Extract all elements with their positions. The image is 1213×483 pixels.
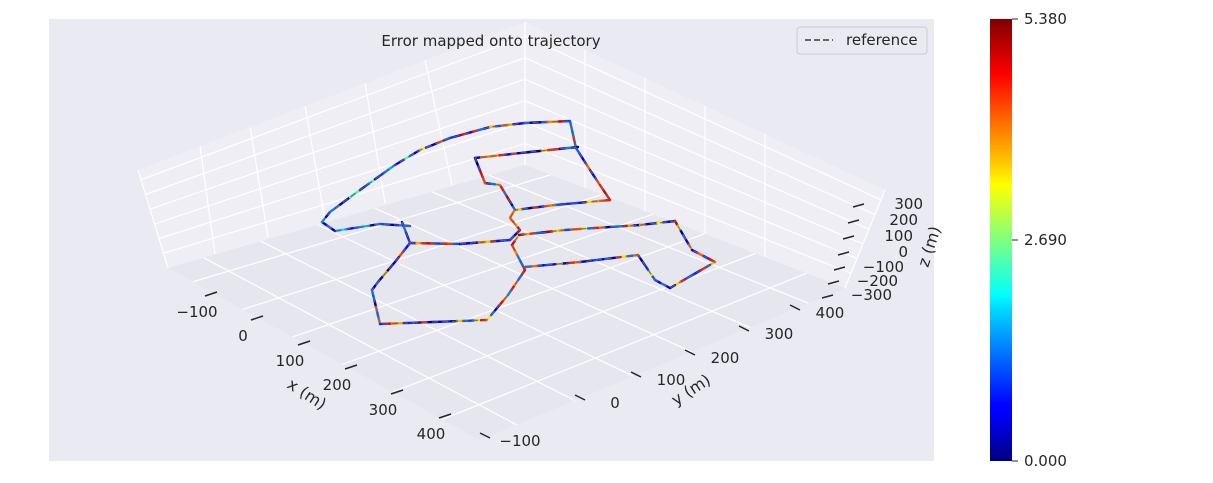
x-tick-label: 400 xyxy=(417,425,446,443)
z-tick-label: −300 xyxy=(851,286,892,304)
colorbar: 5.380 2.690 0.000 xyxy=(990,10,1067,470)
reference-line xyxy=(320,120,612,232)
y-tick-label: 400 xyxy=(816,304,845,322)
legend-box xyxy=(796,26,928,55)
y-axis-ticks: −100 0 100 200 300 400 xyxy=(479,304,845,450)
colorbar-tick-mid: 2.690 xyxy=(1024,231,1067,249)
colorbar-tick-max: 5.380 xyxy=(1024,10,1067,28)
x-axis-ticks: −100 0 100 200 300 400 xyxy=(176,291,452,443)
z-tick-label: −200 xyxy=(857,272,898,290)
z-tick-label: 200 xyxy=(889,211,918,229)
colorbar-tick-min: 0.000 xyxy=(1024,452,1067,470)
x-tick-label: 300 xyxy=(369,401,398,419)
grid-lines xyxy=(137,22,886,426)
left-pane xyxy=(138,22,525,268)
x-tick-label: −100 xyxy=(176,303,217,321)
z-tick-label: 0 xyxy=(898,243,908,261)
y-tick-label: 100 xyxy=(657,371,686,389)
legend: reference xyxy=(796,26,928,55)
colorbar-gradient xyxy=(990,19,1012,461)
z-tick-label: 100 xyxy=(884,227,913,245)
z-tick-label: −100 xyxy=(863,258,904,276)
y-tick-label: 0 xyxy=(610,394,620,412)
chart-title: Error mapped onto trajectory xyxy=(381,32,600,50)
x-tick-label: 200 xyxy=(323,376,352,394)
legend-label: reference xyxy=(846,31,918,49)
trajectory xyxy=(320,119,717,326)
z-tick-label: 300 xyxy=(894,195,923,213)
y-tick-label: 300 xyxy=(765,325,794,343)
x-tick-label: 0 xyxy=(238,327,248,345)
y-tick-label: −100 xyxy=(499,432,540,450)
y-tick-label: 200 xyxy=(711,349,740,367)
x-tick-label: 100 xyxy=(276,352,305,370)
reference-line xyxy=(409,210,521,245)
